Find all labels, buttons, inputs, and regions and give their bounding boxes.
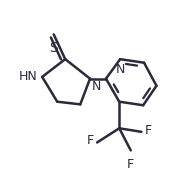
Text: F: F [127,158,134,170]
Text: F: F [145,123,152,137]
Text: N: N [115,63,125,76]
Text: N: N [92,80,101,93]
Text: HN: HN [19,70,38,83]
Text: F: F [86,134,93,147]
Text: S: S [49,41,58,55]
